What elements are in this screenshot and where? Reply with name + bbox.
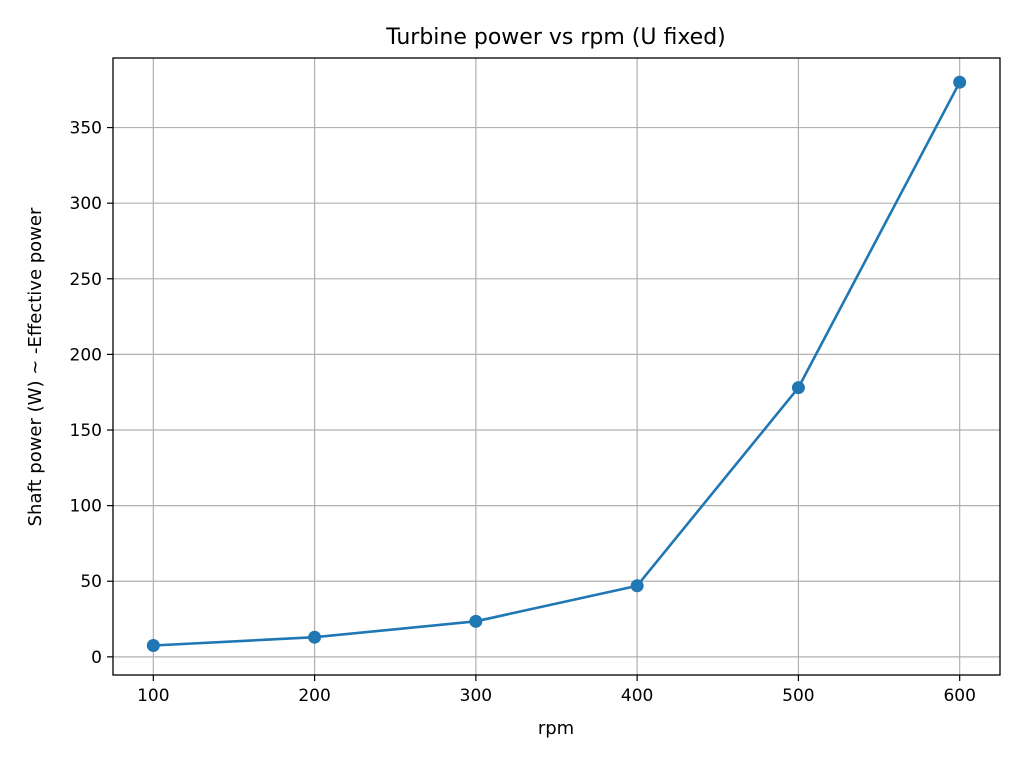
- x-tick-label: 200: [298, 686, 330, 706]
- data-point: [469, 614, 483, 628]
- y-tick-label: 50: [80, 572, 102, 592]
- data-point: [953, 75, 967, 89]
- y-tick-label: 100: [70, 497, 102, 517]
- y-tick-label: 200: [70, 345, 102, 365]
- x-tick-label: 100: [137, 686, 169, 706]
- series-line: [153, 81, 961, 647]
- x-tick-label: 300: [460, 686, 492, 706]
- y-tick-label: 250: [70, 270, 102, 290]
- x-axis-label: rpm: [538, 718, 574, 739]
- x-tick-label: 400: [621, 686, 653, 706]
- y-axis-label: Shaft power (W) ~ -Effective power: [25, 207, 46, 526]
- grid: [113, 58, 1000, 675]
- y-tick-label: 350: [70, 119, 102, 139]
- y-tick-label: 150: [70, 421, 102, 441]
- plot-frame: [112, 57, 1001, 676]
- data-point: [791, 381, 805, 395]
- y-tick-label: 0: [91, 648, 102, 668]
- x-tick-label: 500: [782, 686, 814, 706]
- x-tick-label: 600: [943, 686, 975, 706]
- series: [146, 75, 967, 653]
- ticks: 100 200 300 400 500 600 0 50 100 150 200 250 300 350: [70, 119, 976, 706]
- data-point: [308, 630, 322, 644]
- chart-title: Turbine power vs rpm (U fixed): [385, 25, 726, 50]
- data-point: [146, 639, 160, 653]
- y-tick-label: 300: [70, 194, 102, 214]
- data-point: [630, 579, 644, 593]
